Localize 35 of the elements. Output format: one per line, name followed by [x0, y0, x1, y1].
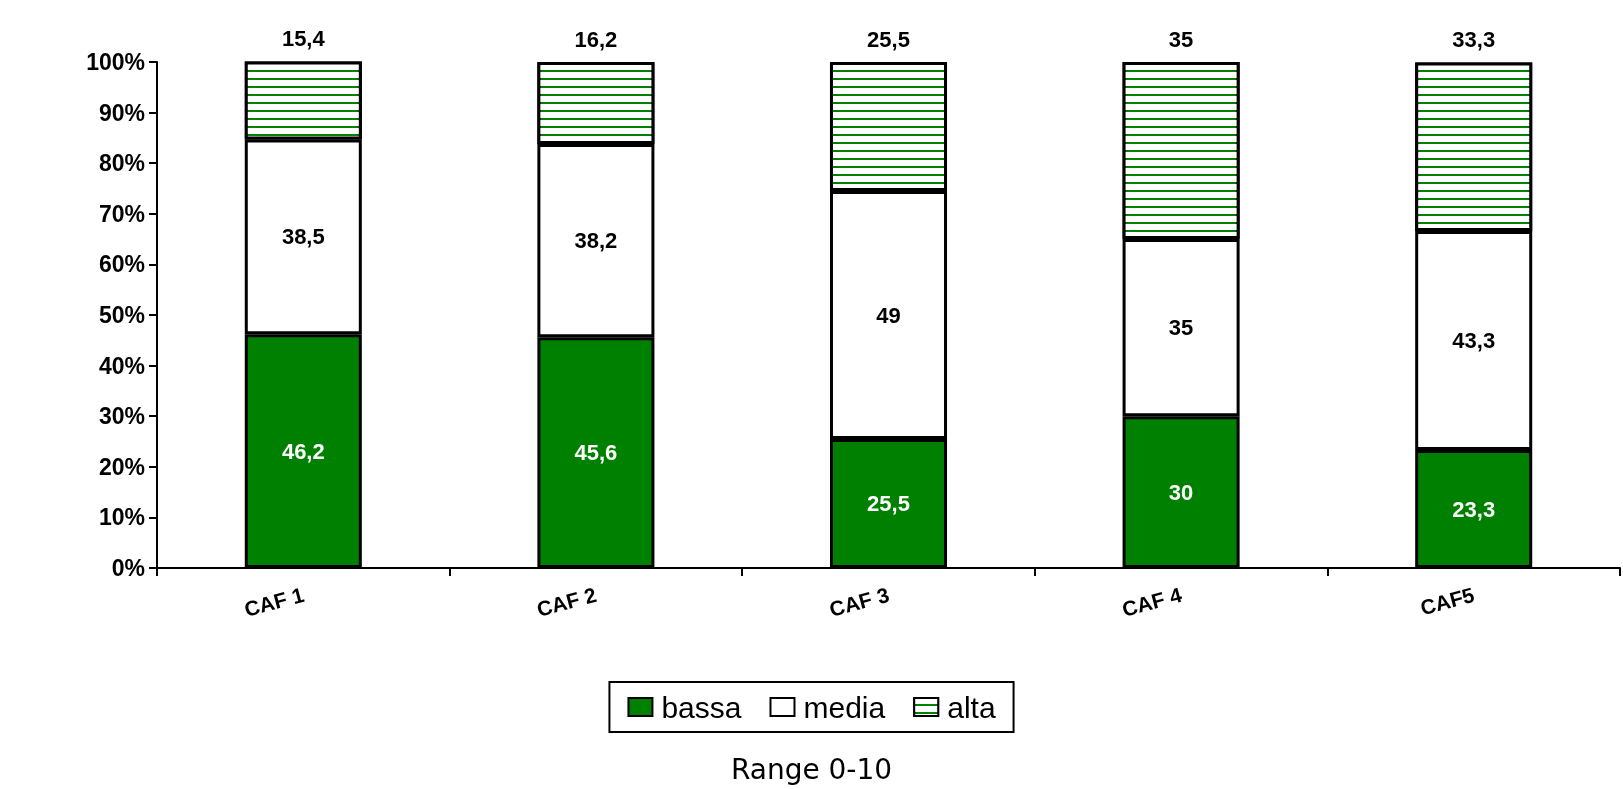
y-tick-label: 40% [98, 352, 145, 379]
y-tick-label: 0% [111, 555, 145, 581]
data-label: 30 [1168, 479, 1194, 505]
y-tick-label: 80% [98, 150, 145, 177]
x-tick-label: CAF5 [1417, 582, 1477, 620]
y-tick-label: 50% [98, 302, 145, 328]
data-label: 25,5 [867, 490, 910, 516]
x-tick-label: CAF 3 [826, 582, 892, 621]
y-tick-label: 60% [98, 251, 145, 278]
x-tick-label: CAF 4 [1119, 582, 1185, 621]
data-label: 15,4 [281, 25, 326, 51]
legend-label: media [803, 690, 886, 724]
y-tick-label: 100% [86, 49, 145, 75]
legend-label: bassa [661, 690, 742, 724]
data-label: 35 [1168, 26, 1194, 52]
data-label: 43,3 [1452, 328, 1496, 354]
data-label: 38,5 [281, 224, 325, 250]
data-label: 49 [876, 302, 901, 328]
data-label: 25,5 [867, 26, 910, 52]
y-tick-label: 30% [98, 403, 145, 430]
y-tick-label: 20% [98, 453, 145, 480]
x-tick-label: CAF 1 [241, 582, 307, 621]
data-label: 45,6 [574, 440, 618, 466]
y-tick-label: 90% [98, 99, 145, 126]
data-label: 46,2 [281, 438, 325, 464]
data-label: 38,2 [574, 228, 618, 254]
data-label: 16,2 [574, 26, 618, 52]
y-tick-label: 10% [98, 504, 145, 531]
data-label: 23,3 [1452, 496, 1496, 522]
y-tick-label: 70% [98, 200, 145, 227]
x-tick-label: CAF 2 [534, 582, 599, 621]
data-label: 33,3 [1452, 27, 1496, 53]
data-label: 35 [1168, 315, 1194, 341]
legend-label: alta [947, 690, 996, 724]
text: Range 0-10 [730, 752, 893, 786]
